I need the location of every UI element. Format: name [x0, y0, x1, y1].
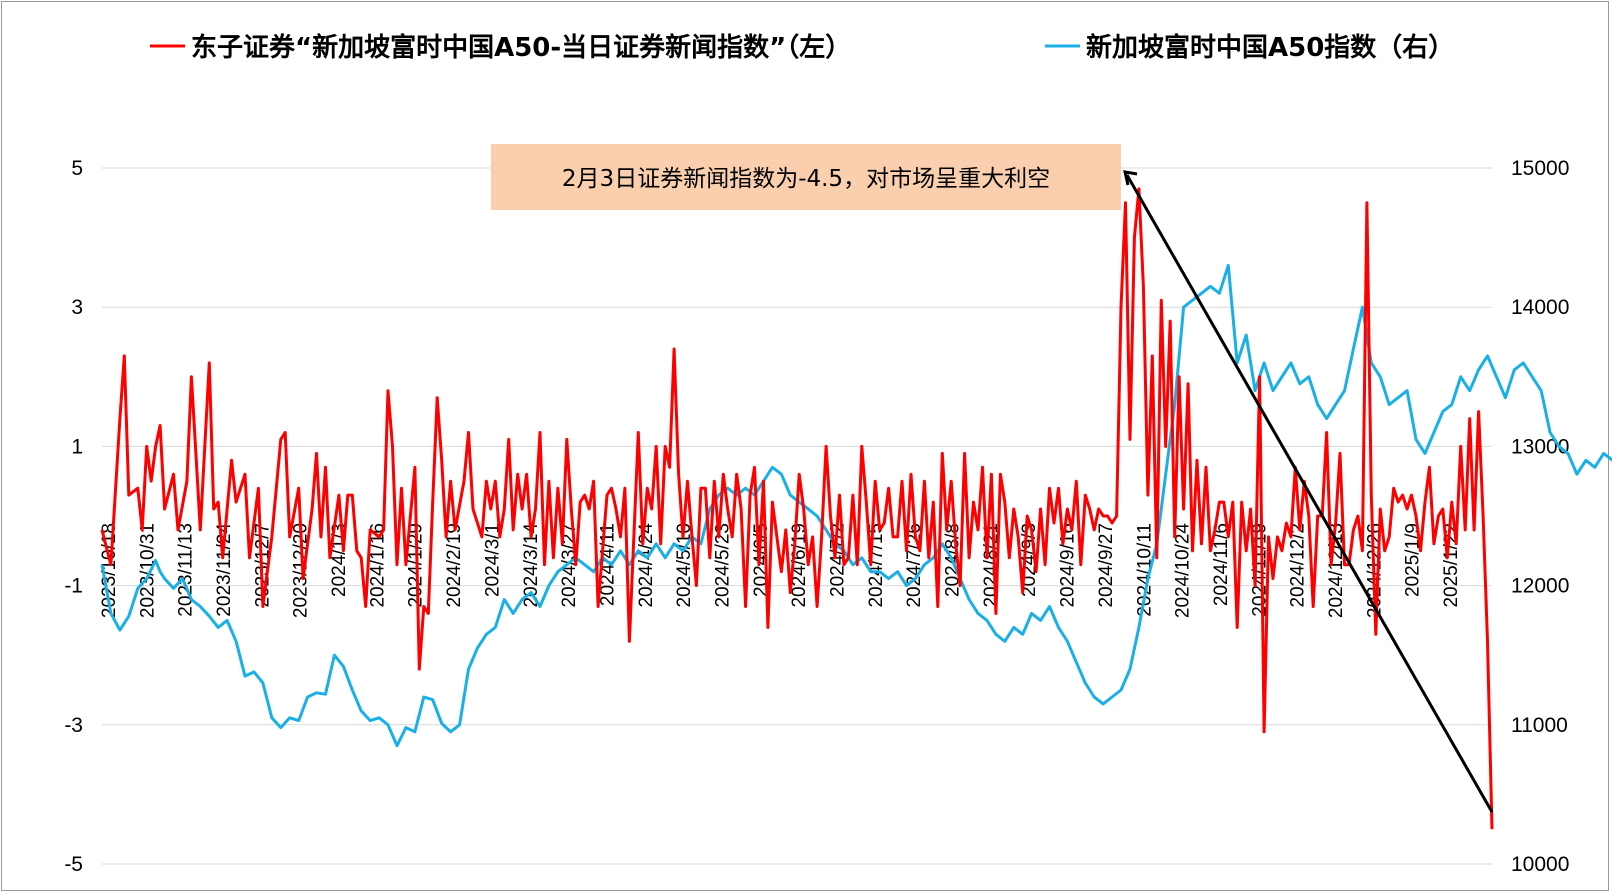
x-tick-label: 2024/5/10	[674, 523, 695, 608]
x-tick-label: 2024/4/24	[636, 523, 657, 608]
series-line-news-index	[100, 187, 1494, 830]
x-tick-label: 2024/3/14	[521, 523, 542, 608]
x-tick-label: 2024/2/19	[444, 523, 465, 608]
annotation-arrow-head	[1123, 170, 1138, 186]
x-tick-label: 2024/9/27	[1096, 523, 1117, 608]
right-y-tick-label: 11000	[1511, 714, 1568, 737]
x-tick-label: 2024/1/16	[367, 523, 388, 608]
left-y-tick-label: 1	[71, 435, 83, 458]
left-y-tick-label: 5	[71, 157, 83, 180]
x-tick-label: 2023/12/7	[252, 523, 273, 608]
left-y-tick-label: -1	[64, 575, 83, 598]
series-line-a50-index	[100, 263, 1612, 748]
right-y-tick-label: 10000	[1511, 853, 1569, 876]
x-tick-label: 2024/9/16	[1058, 523, 1079, 608]
left-y-tick-label: 3	[71, 296, 83, 319]
annotation-text: 2月3日证券新闻指数为-4.5，对市场呈重大利空	[562, 166, 1050, 192]
left-y-axis-ticks: 5 3 1 -1 -3 -5	[64, 157, 83, 876]
x-tick-label: 2023/11/13	[176, 523, 197, 617]
x-tick-label: 2025/1/9	[1403, 523, 1424, 597]
right-y-tick-label: 14000	[1511, 296, 1569, 319]
x-tick-label: 2024/11/6	[1211, 523, 1232, 606]
right-y-tick-label: 15000	[1511, 157, 1569, 180]
annotation-arrow-line	[1125, 174, 1494, 813]
right-y-tick-label: 12000	[1511, 575, 1569, 598]
x-tick-label: 2023/10/31	[137, 523, 158, 618]
x-tick-label: 2024/12/2	[1288, 523, 1309, 608]
x-tick-label: 2023/11/24	[214, 523, 235, 617]
x-tick-label: 2024/5/23	[712, 523, 733, 608]
left-y-tick-label: -3	[64, 714, 83, 737]
x-tick-label: 2024/10/11	[1134, 523, 1155, 617]
annotation: 2月3日证券新闻指数为-4.5，对市场呈重大利空	[491, 144, 1494, 813]
x-tick-label: 2024/10/24	[1173, 523, 1194, 619]
x-tick-label: 2023/10/18	[99, 523, 120, 618]
left-y-tick-label: -5	[64, 853, 83, 876]
legend-label-news-index: 东子证券“新加坡富时中国A50-当日证券新闻指数”（左）	[191, 32, 851, 63]
legend-label-a50-index: 新加坡富时中国A50指数（右）	[1086, 32, 1454, 63]
series-lines	[100, 187, 1612, 830]
x-tick-label: 2024/3/1	[482, 523, 503, 597]
legend: 东子证券“新加坡富时中国A50-当日证券新闻指数”（左） 新加坡富时中国A50指…	[150, 32, 1454, 63]
annotation-box	[491, 144, 1121, 210]
